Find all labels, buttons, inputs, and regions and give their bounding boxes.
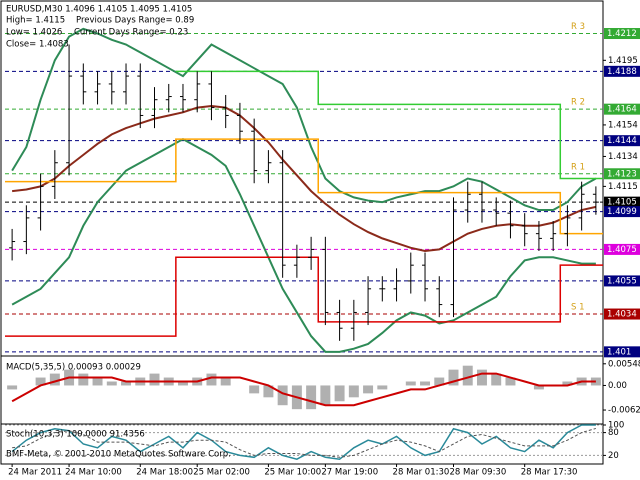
macd-bar [277, 385, 288, 406]
x-tick-label: 24 Mar 18:00 [136, 468, 193, 478]
y-tick-label: 0.00548 [608, 359, 640, 369]
macd-bar [78, 373, 89, 386]
step-line [5, 138, 603, 235]
symbol-header: EURUSD,M30 1.4096 1.4105 1.4095 1.4105 [6, 5, 192, 15]
macd-bar [334, 385, 345, 402]
x-tick-label: 24 Mar 2011 [8, 468, 62, 478]
y-tick-label: 1.4134 [608, 152, 638, 162]
level-label: 1.4212 [607, 29, 637, 39]
y-tick-label: 1.4154 [608, 120, 638, 130]
stoch-title: Stoch(10,3,3) 100.0000 91.4356 [6, 430, 145, 440]
y-tick-label: -0.00622 [608, 406, 640, 416]
indicator-line [11, 27, 597, 212]
macd-bar [505, 377, 516, 386]
macd-bar [177, 381, 188, 386]
level-label: 1.4055 [607, 276, 637, 286]
info-cur-range: Current Days Range= 0.23 [74, 28, 188, 38]
x-tick-label: 25 Mar 02:00 [193, 468, 250, 478]
macd-bar [420, 381, 431, 386]
macd-bar [49, 373, 60, 386]
macd-bar [405, 381, 416, 386]
level-name: R 3 [571, 22, 585, 32]
stoch-signal [12, 427, 597, 458]
macd-bar [348, 385, 359, 398]
info-low: Low= 1.4026 [6, 28, 62, 38]
level-label-bg [604, 168, 640, 180]
macd-bar [476, 369, 487, 386]
macd-bar [377, 385, 388, 390]
level-label: 1.4075 [607, 245, 637, 255]
level-label-bg [604, 243, 640, 255]
level-label: 1.4123 [607, 169, 637, 179]
x-tick-label: 28 Mar 09:30 [450, 468, 507, 478]
macd-bar [562, 381, 573, 386]
copyright: BMF-Meta, © 2001-2010 MetaQuotes Softwar… [6, 450, 231, 460]
level-label-bg [604, 103, 640, 115]
level-label: 1.4144 [607, 136, 637, 146]
info-close: Close= 1.4083 [6, 40, 69, 50]
macd-bar [35, 377, 46, 386]
level-label: 1.4188 [607, 67, 637, 77]
macd-signal [11, 372, 596, 407]
macd-bar [121, 381, 132, 386]
macd-bar [220, 377, 231, 386]
level-label-bg [604, 135, 640, 147]
info-prev-range: Previous Days Range= 0.89 [76, 16, 194, 26]
macd-bar [363, 385, 374, 394]
x-tick-label: 24 Mar 10:00 [65, 468, 122, 478]
level-label-bg [604, 308, 640, 320]
x-tick-label: 28 Mar 01:30 [393, 468, 450, 478]
indicator-line [11, 137, 596, 353]
level-label: 1.4034 [607, 310, 637, 320]
level-label: 1.4099 [607, 207, 637, 217]
macd-bar [7, 385, 18, 390]
macd-bar [434, 377, 445, 386]
x-tick-label: 28 Mar 17:30 [521, 468, 578, 478]
y-tick-label: 1.4115 [608, 182, 638, 192]
level-label: 1.4105 [607, 198, 637, 208]
x-tick-label: 25 Mar 10:00 [264, 468, 321, 478]
indicator-line [12, 105, 597, 253]
marks: 1.4195 1.4154 1.4134 1.4115 1.4212 1.4188 1.41… [5, 22, 640, 478]
level-label-bg [604, 65, 640, 77]
macd-bar [491, 373, 502, 386]
y-tick-label: 80 [608, 428, 619, 438]
macd-bar [533, 385, 544, 390]
macd-bar [462, 365, 473, 386]
info-high: High= 1.4115 [6, 16, 65, 26]
step-line [175, 70, 603, 180]
level-label-bg [604, 206, 640, 218]
macd-title: MACD(5,35,5) 0.00093 0.00029 [6, 363, 141, 373]
level-label-bg [604, 275, 640, 287]
level-label: 1.4164 [607, 105, 637, 115]
level-label-bg [604, 346, 640, 358]
macd-bar [249, 385, 260, 394]
y-tick-label: 1.4195 [608, 56, 638, 66]
macd-bar [306, 385, 317, 410]
y-tick-label: 20 [608, 451, 619, 461]
level-label: 1.401 [607, 347, 631, 357]
plot-frame [0, 0, 604, 465]
level-label-bg [604, 28, 640, 40]
macd-bar [206, 373, 217, 386]
macd-bar [92, 377, 103, 386]
macd-bar [263, 385, 274, 398]
texts: EURUSD,M30 1.4096 1.4105 1.4095 1.4105 H… [6, 5, 231, 460]
level-name: R 2 [571, 98, 585, 108]
macd-bar [320, 385, 331, 406]
level-name: R 1 [571, 162, 585, 172]
stoch-main [11, 424, 596, 461]
macd-bar [106, 381, 117, 386]
level-label-bg [604, 196, 640, 208]
macd-bar [448, 369, 459, 386]
y-tick-label: 0.00 [608, 381, 627, 391]
level-name: S 1 [571, 303, 585, 313]
x-tick-label: 27 Mar 19:00 [321, 468, 378, 478]
y-tick-label: 100 [608, 421, 624, 431]
macd-bar [149, 373, 160, 386]
